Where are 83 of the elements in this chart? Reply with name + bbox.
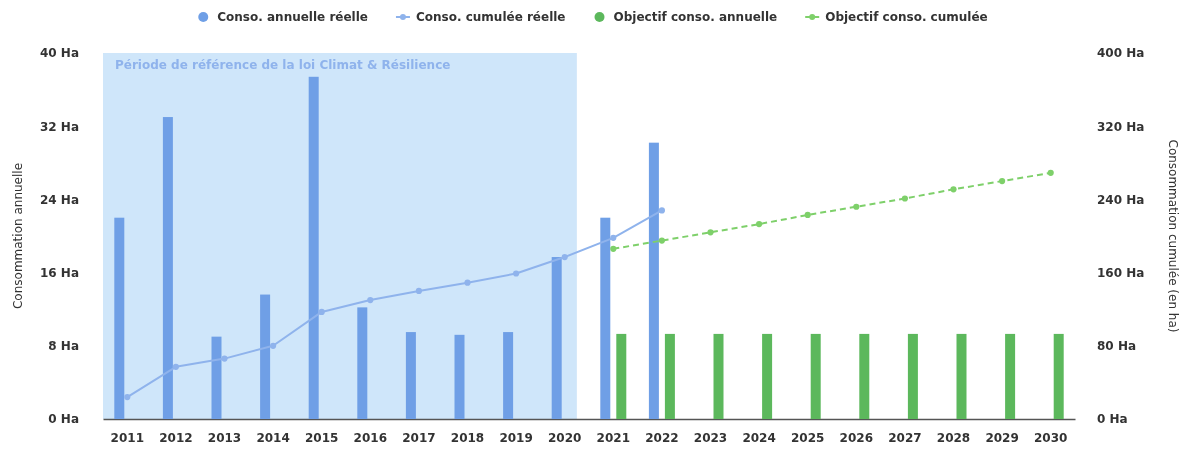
point xyxy=(172,363,179,370)
legend-label: Objectif conso. annuelle xyxy=(613,10,778,24)
bar xyxy=(600,217,611,419)
x-tick-label: 2028 xyxy=(936,430,971,445)
point xyxy=(513,270,520,277)
point xyxy=(707,229,714,236)
y2-axis-title: Consommation cumulée (en ha) xyxy=(1166,139,1180,333)
point xyxy=(464,279,471,286)
bar xyxy=(405,332,416,419)
y-tick-label: 0 Ha xyxy=(48,412,79,427)
bar xyxy=(551,257,562,419)
point xyxy=(999,178,1006,185)
point xyxy=(804,211,811,219)
bar xyxy=(357,307,368,419)
x-tick-label: 2011 xyxy=(110,430,144,445)
point xyxy=(1047,169,1054,176)
x-tick-label: 2024 xyxy=(742,430,776,445)
x-tick-label: 2016 xyxy=(353,430,387,445)
legend-label: Objectif conso. cumulée xyxy=(825,10,988,24)
bar xyxy=(859,333,870,419)
bar xyxy=(648,142,659,419)
point xyxy=(853,203,860,210)
y-tick-label: 32 Ha xyxy=(39,119,79,134)
x-tick-label: 2018 xyxy=(450,430,485,445)
point xyxy=(658,207,665,214)
point xyxy=(270,342,277,349)
point xyxy=(221,355,228,362)
bar xyxy=(503,332,514,419)
bar xyxy=(810,333,821,419)
x-tick-label: 2014 xyxy=(256,430,290,445)
y2-tick-label: 160 Ha xyxy=(1097,265,1145,280)
legend-label: Conso. cumulée réelle xyxy=(415,10,566,24)
y-tick-label: 24 Ha xyxy=(39,192,79,207)
bar xyxy=(211,336,222,419)
bar xyxy=(616,333,627,419)
point xyxy=(610,234,617,241)
point xyxy=(561,253,568,261)
x-tick-label: 2027 xyxy=(888,430,922,445)
x-tick-label: 2012 xyxy=(159,430,193,445)
x-tick-label: 2022 xyxy=(645,430,679,445)
legend-label: Conso. annuelle réelle xyxy=(217,10,368,24)
x-tick-label: 2017 xyxy=(402,430,436,445)
point xyxy=(367,296,374,304)
bar xyxy=(907,333,918,419)
x-tick-label: 2020 xyxy=(548,430,582,445)
y-axis-title: Consommation annuelle xyxy=(11,162,25,310)
x-tick-label: 2021 xyxy=(596,430,630,445)
y2-tick-label: 240 Ha xyxy=(1097,192,1145,207)
point xyxy=(950,186,957,193)
x-tick-label: 2015 xyxy=(305,430,339,445)
x-tick-label: 2019 xyxy=(499,430,533,445)
bar xyxy=(664,333,675,419)
point xyxy=(901,195,908,202)
y2-tick-label: 80 Ha xyxy=(1097,339,1137,354)
y2-tick-label: 0 Ha xyxy=(1097,412,1128,427)
y-tick-label: 16 Ha xyxy=(39,265,79,280)
point xyxy=(124,393,131,401)
y-tick-label: 40 Ha xyxy=(39,46,79,61)
bar xyxy=(713,333,724,419)
point xyxy=(415,287,422,294)
point xyxy=(658,237,665,244)
bar xyxy=(114,217,125,419)
bar xyxy=(956,333,967,419)
y2-tick-label: 320 Ha xyxy=(1097,119,1145,134)
bar xyxy=(1005,333,1016,419)
bar xyxy=(1053,333,1064,419)
band-label: Période de référence de la loi Climat & Résilience xyxy=(115,58,451,72)
point xyxy=(610,245,617,252)
bar xyxy=(260,294,271,419)
x-tick-label: 2026 xyxy=(839,430,873,445)
y2-tick-label: 400 Ha xyxy=(1097,46,1145,61)
x-tick-label: 2023 xyxy=(693,430,728,445)
point xyxy=(318,308,325,316)
x-tick-label: 2013 xyxy=(207,430,242,445)
x-tick-label: 2029 xyxy=(985,430,1019,445)
x-tick-label: 2030 xyxy=(1034,430,1068,445)
y-tick-label: 8 Ha xyxy=(48,339,79,354)
x-tick-label: 2025 xyxy=(791,430,825,445)
bar xyxy=(162,117,173,419)
bar xyxy=(454,334,465,419)
bar xyxy=(762,333,773,419)
bar xyxy=(308,76,319,419)
point xyxy=(756,221,763,228)
